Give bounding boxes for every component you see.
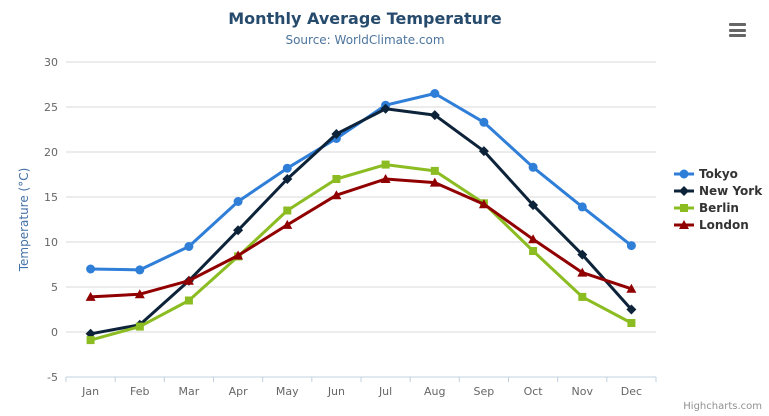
legend: Tokyo New York Berlin London [674, 166, 762, 234]
circle-marker-icon [86, 264, 96, 274]
diamond-marker-icon [679, 186, 689, 196]
hamburger-icon [729, 23, 746, 26]
square-marker-icon [135, 322, 144, 331]
chart-subtitle: Source: WorldClimate.com [285, 33, 445, 47]
square-marker-icon [86, 336, 95, 345]
x-axis-tick-label: Jan [81, 385, 99, 398]
square-marker-icon [430, 166, 439, 175]
square-legend-marker-icon [674, 204, 694, 212]
circle-marker-icon [528, 162, 538, 172]
triangle-marker-icon [134, 289, 145, 299]
x-axis-tick-label: Dec [621, 385, 642, 398]
chart-title: Monthly Average Temperature [228, 9, 502, 28]
x-axis-tick-label: Aug [424, 385, 445, 398]
diamond-marker-icon [233, 225, 244, 236]
triangle-marker-icon [183, 275, 194, 285]
circle-marker-icon [184, 242, 194, 251]
triangle-marker-icon [577, 267, 588, 277]
diamond-marker-icon [380, 103, 391, 114]
circle-marker-icon [430, 89, 440, 98]
square-marker-icon [578, 292, 587, 301]
y-axis-tick-label: 25 [44, 101, 58, 114]
square-marker-icon [283, 206, 292, 215]
x-axis-tick-label: May [276, 385, 299, 398]
triangle-marker-icon [282, 219, 293, 229]
legend-item-tokyo[interactable]: Tokyo [674, 166, 762, 182]
circle-legend-marker-icon [674, 169, 694, 179]
square-marker-icon [627, 319, 636, 327]
legend-item-berlin[interactable]: Berlin [674, 200, 762, 216]
series-line [89, 107, 633, 336]
y-axis-tick-label: 0 [51, 326, 58, 339]
y-axis-tick-label: 15 [44, 191, 58, 204]
triangle-marker-icon [380, 174, 391, 183]
circle-marker-icon [679, 169, 689, 179]
circle-marker-icon [135, 265, 145, 275]
diamond-marker-icon [528, 200, 539, 211]
triangle-legend-marker-icon [674, 220, 694, 229]
hamburger-icon [729, 28, 746, 32]
square-marker-icon [381, 160, 390, 169]
circle-marker-icon [626, 241, 636, 251]
highcharts-credit[interactable]: Highcharts.com [683, 401, 762, 412]
diamond-marker-icon [577, 249, 588, 260]
x-axis-tick-label: Sep [474, 385, 495, 398]
legend-label: New York [699, 184, 763, 198]
series-london[interactable] [85, 174, 637, 301]
triangle-marker-icon [528, 234, 539, 244]
legend-label: Berlin [699, 201, 739, 215]
legend-label: London [699, 218, 749, 232]
diamond-marker-icon [478, 146, 489, 157]
y-axis-tick-label: -5 [47, 371, 58, 384]
series-line [89, 177, 633, 299]
circle-marker-icon [479, 117, 489, 127]
x-axis-tick-label: Nov [572, 385, 594, 398]
circle-marker-icon [282, 163, 292, 173]
x-axis-tick-label: Jun [327, 385, 345, 398]
triangle-marker-icon [85, 291, 96, 301]
square-marker-icon [184, 296, 193, 305]
triangle-marker-icon [679, 220, 689, 229]
diamond-marker-icon [626, 304, 637, 315]
y-axis-tick-label: 10 [44, 236, 58, 249]
y-axis-title: Temperature (°C) [17, 168, 31, 273]
context-menu-button[interactable] [725, 20, 750, 40]
circle-marker-icon [577, 202, 587, 212]
square-marker-icon [680, 204, 688, 212]
y-axis-tick-label: 30 [44, 56, 58, 69]
legend-label: Tokyo [699, 167, 738, 181]
series-line [89, 163, 633, 342]
x-axis-tick-label: Apr [229, 385, 249, 398]
circle-marker-icon [233, 197, 243, 206]
legend-item-new-york[interactable]: New York [674, 183, 762, 199]
triangle-marker-icon [626, 283, 637, 293]
y-axis-tick-label: 5 [51, 281, 58, 294]
diamond-marker-icon [429, 110, 440, 121]
triangle-marker-icon [233, 250, 244, 260]
series-tokyo[interactable] [86, 89, 636, 275]
legend-item-london[interactable]: London [674, 217, 762, 233]
x-axis-tick-label: Oct [524, 385, 544, 398]
triangle-marker-icon [478, 199, 489, 209]
diamond-marker-icon [282, 174, 293, 184]
triangle-marker-icon [331, 190, 342, 200]
x-axis-tick-label: Jul [378, 385, 392, 398]
x-axis-tick-label: Mar [179, 385, 200, 398]
hamburger-icon [729, 34, 746, 37]
diamond-marker-icon [331, 129, 342, 139]
x-axis-tick-label: Feb [130, 385, 149, 398]
diamond-legend-marker-icon [674, 186, 694, 196]
square-marker-icon [529, 247, 538, 255]
triangle-marker-icon [429, 177, 440, 187]
square-marker-icon [332, 175, 341, 183]
series-new-york[interactable] [85, 103, 637, 339]
y-axis-tick-label: 20 [44, 146, 58, 159]
